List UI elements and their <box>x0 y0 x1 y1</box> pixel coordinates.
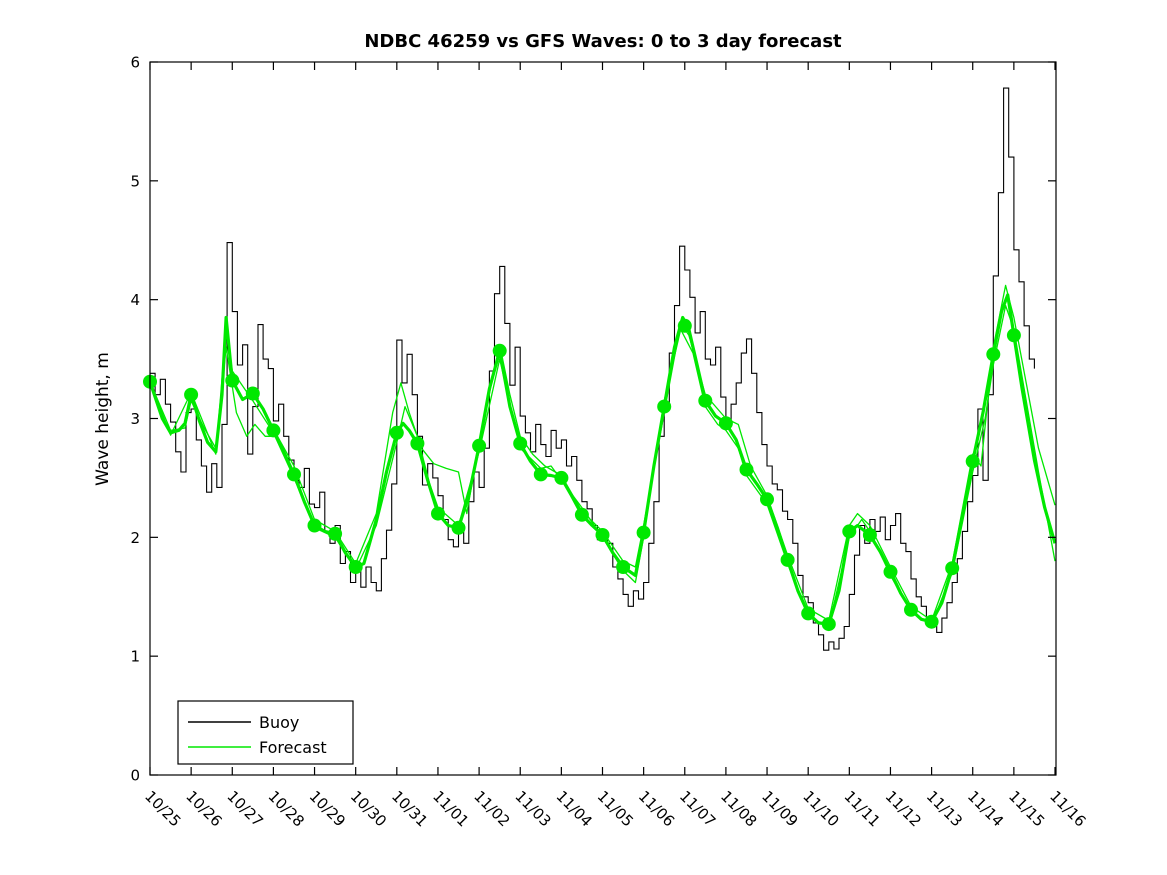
x-tick-label: 11/14 <box>964 787 1007 830</box>
forecast-marker <box>718 416 733 431</box>
forecast-marker <box>307 518 322 533</box>
y-tick-label: 1 <box>130 648 140 666</box>
forecast-main-line <box>148 293 1057 626</box>
forecast-marker <box>636 525 651 540</box>
forecast-marker <box>657 399 672 414</box>
x-tick-label: 11/15 <box>1005 787 1048 830</box>
forecast-marker <box>554 470 569 485</box>
forecast-marker <box>595 528 610 542</box>
forecast-marker <box>266 423 281 438</box>
forecast-marker <box>801 606 816 621</box>
plot-border <box>149 61 1057 776</box>
legend: Buoy Forecast <box>177 700 354 765</box>
legend-box <box>177 700 354 765</box>
forecast-marker <box>842 524 857 539</box>
forecast-marker <box>904 602 918 617</box>
y-tick-label: 6 <box>130 54 140 72</box>
x-tick-label: 11/13 <box>923 787 966 830</box>
x-tick-label: 11/11 <box>840 787 883 830</box>
forecast-marker <box>431 506 445 521</box>
forecast-marker <box>821 617 836 632</box>
forecast-marker <box>986 347 1001 362</box>
x-tick-label: 11/05 <box>594 787 637 830</box>
x-tick-label: 11/12 <box>882 787 925 830</box>
forecast-marker <box>451 520 466 535</box>
y-tick-label: 5 <box>130 172 140 190</box>
x-tick-label: 11/06 <box>635 787 678 830</box>
forecast-marker <box>513 436 528 451</box>
x-tick-label: 10/29 <box>306 787 349 830</box>
forecast-marker <box>225 373 240 388</box>
x-tick-label: 11/07 <box>676 787 719 830</box>
legend-label-buoy: Buoy <box>259 713 299 732</box>
forecast-marker <box>328 526 343 541</box>
y-axis-label: Wave height, m <box>93 352 113 486</box>
forecast-marker <box>574 507 589 522</box>
x-tick-label: 11/08 <box>717 787 760 830</box>
x-tick-label: 11/01 <box>429 787 472 830</box>
y-tick-label: 4 <box>130 291 140 309</box>
forecast-marker <box>533 467 548 482</box>
forecast-marker <box>965 454 980 469</box>
x-tick-label: 10/28 <box>265 787 308 830</box>
forecast-run-line <box>149 304 1056 628</box>
x-tick-label: 11/03 <box>511 787 554 830</box>
forecast-marker <box>245 386 260 401</box>
x-tick-label: 10/31 <box>388 787 431 830</box>
y-tick-label: 3 <box>130 410 140 428</box>
forecast-marker <box>1006 328 1021 343</box>
x-tick-label: 11/02 <box>470 787 513 830</box>
x-tick-label: 11/16 <box>1046 787 1089 830</box>
forecast-marker <box>287 467 301 482</box>
forecast-marker <box>780 552 795 567</box>
forecast-marker <box>945 561 960 576</box>
legend-label-forecast: Forecast <box>259 738 327 757</box>
x-tick-label: 11/09 <box>758 787 801 830</box>
forecast-marker <box>677 318 692 333</box>
forecast-marker <box>184 387 199 402</box>
series-layer <box>143 87 1057 651</box>
forecast-marker <box>472 438 487 453</box>
forecast-marker <box>616 560 631 574</box>
x-tick-label: 11/04 <box>553 787 596 830</box>
x-tick-label: 10/26 <box>182 787 225 830</box>
forecast-marker <box>698 393 713 408</box>
chart-title: NDBC 46259 vs GFS Waves: 0 to 3 day fore… <box>364 31 842 52</box>
y-tick-label: 0 <box>130 767 140 785</box>
forecast-marker <box>739 462 754 477</box>
forecast-marker <box>348 560 363 574</box>
buoy-line <box>150 87 1035 651</box>
forecast-marker <box>389 425 404 440</box>
x-tick-label: 10/25 <box>141 787 184 830</box>
forecast-marker <box>883 564 898 579</box>
x-tick-label: 10/27 <box>223 787 266 830</box>
x-tick-label: 11/10 <box>799 787 842 830</box>
y-tick-label: 2 <box>130 529 140 547</box>
forecast-marker <box>492 343 507 358</box>
forecast-marker <box>862 528 877 542</box>
x-tick-label: 10/30 <box>347 787 390 830</box>
forecast-marker <box>410 436 425 451</box>
forecast-marker <box>760 492 774 507</box>
forecast-marker <box>924 614 939 629</box>
